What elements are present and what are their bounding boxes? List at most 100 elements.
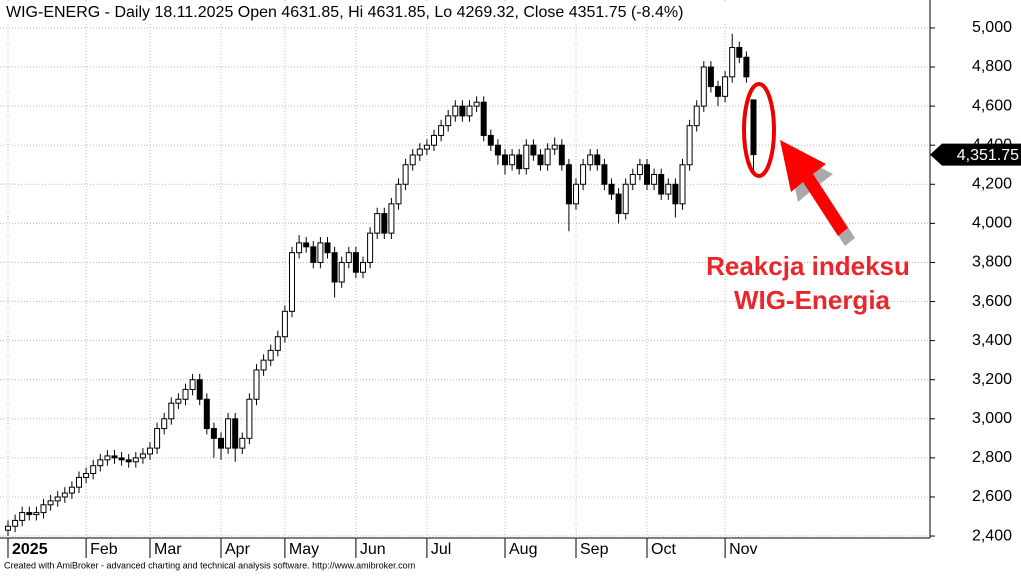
candle-body <box>118 457 125 461</box>
candle-body <box>416 148 423 156</box>
x-tick-label: Mar <box>154 541 182 558</box>
candle-body <box>715 86 721 97</box>
candle-body <box>345 252 352 263</box>
candle-body <box>665 183 672 195</box>
candle-body <box>54 496 61 502</box>
candle-body <box>281 310 288 338</box>
candle-body <box>83 473 90 478</box>
candle-body <box>267 349 274 361</box>
candle-body <box>189 379 196 390</box>
candle-body <box>629 174 636 185</box>
candle-body <box>139 453 146 459</box>
candle-body <box>672 183 679 205</box>
y-tick-label: 2,400 <box>972 527 1012 544</box>
candle-body <box>686 125 693 166</box>
candle-body <box>218 437 224 449</box>
candle-body <box>232 418 239 449</box>
candle-body <box>352 252 359 273</box>
candle-body <box>594 154 601 166</box>
candle-body <box>381 213 388 234</box>
x-tick-label: Feb <box>90 541 118 558</box>
chart-title: WIG-ENERG - Daily 18.11.2025 Open 4631.8… <box>6 4 683 21</box>
candle-body <box>274 336 281 351</box>
x-tick-label: Oct <box>651 541 676 558</box>
annotation: WIG-Energia <box>734 285 891 315</box>
candle-body <box>253 369 260 400</box>
candle-body <box>97 459 104 467</box>
candle-body <box>388 203 395 234</box>
candle-body <box>622 183 629 215</box>
candle-body <box>431 134 437 146</box>
candle-body <box>12 519 19 527</box>
candle-body <box>324 242 331 254</box>
candle-body <box>601 164 608 185</box>
candle-body <box>679 164 686 205</box>
candle-body <box>310 246 317 263</box>
candle-body <box>409 154 416 166</box>
candle-body <box>161 418 168 430</box>
candle-body <box>360 261 366 273</box>
candle-body <box>438 125 445 136</box>
candle-body <box>530 144 537 156</box>
candle-body <box>573 183 579 205</box>
candle-body <box>210 428 217 439</box>
candle-body <box>147 447 153 455</box>
candle-body <box>423 144 430 150</box>
candle-body <box>47 500 54 506</box>
x-tick-label: Jul <box>431 541 451 558</box>
y-tick-label: 4,000 <box>972 215 1012 232</box>
candle-body <box>551 144 558 150</box>
candle-body <box>473 101 480 107</box>
candle-body <box>260 359 267 371</box>
candle-body <box>175 398 182 404</box>
candle-body <box>558 144 565 166</box>
candle-body <box>509 154 516 166</box>
y-tick-label: 3,800 <box>972 254 1012 271</box>
highlight-ellipse <box>742 82 776 178</box>
candle-body <box>104 455 111 461</box>
candle-body <box>5 525 11 531</box>
candle-body <box>203 398 210 430</box>
candle-body <box>196 379 203 400</box>
y-tick-label: 3,200 <box>972 371 1012 388</box>
candle-body <box>587 154 594 166</box>
candle-body <box>544 148 551 166</box>
annotation: Reakcja indeksu <box>706 251 910 281</box>
candle-body <box>736 46 743 58</box>
candle-body <box>168 402 175 420</box>
candle-body <box>750 99 757 156</box>
candle-body <box>608 183 615 195</box>
candle-body <box>317 242 324 263</box>
candle-body <box>651 174 658 185</box>
candle-body <box>132 457 139 463</box>
y-tick-label: 3,600 <box>972 293 1012 310</box>
y-tick-label: 2,600 <box>972 488 1012 505</box>
y-tick-label: 2,800 <box>972 449 1012 466</box>
candle-body <box>303 242 310 248</box>
candle-body <box>494 144 501 156</box>
x-tick-label: Sep <box>580 541 609 558</box>
footer: Created with AmiBroker - advanced charti… <box>4 560 415 570</box>
candle-body <box>26 512 33 516</box>
candle-body <box>580 164 587 185</box>
x-tick-label: 2025 <box>12 541 48 558</box>
candle-body <box>452 105 459 117</box>
candle-body <box>644 164 650 185</box>
candle-body <box>459 105 466 117</box>
candle-body <box>33 512 40 516</box>
candle-body <box>90 465 97 475</box>
candle-body <box>61 492 68 498</box>
candle-body <box>395 183 402 205</box>
y-tick-label: 3,000 <box>972 410 1012 427</box>
candle-body <box>615 193 622 215</box>
candle-body <box>19 512 26 521</box>
candle-body <box>743 56 750 78</box>
candle-body <box>700 66 707 107</box>
y-tick-label: 3,400 <box>972 332 1012 349</box>
candle-body <box>722 76 729 97</box>
title-bg <box>4 2 799 24</box>
candle-body <box>296 242 303 254</box>
candle-body <box>523 144 530 170</box>
y-tick-label: 4,800 <box>972 58 1012 75</box>
